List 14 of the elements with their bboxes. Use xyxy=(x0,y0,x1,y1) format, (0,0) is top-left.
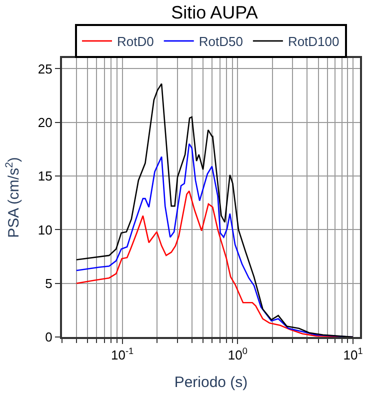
legend-label: RotD0 xyxy=(117,34,154,50)
y-tick-label: 20 xyxy=(38,114,52,130)
x-tick-label: 10$^{0}$ xyxy=(228,346,248,363)
y-tick-label: 15 xyxy=(38,168,52,184)
y-tick-label: 5 xyxy=(45,276,52,291)
chart-title: Sitio AUPA xyxy=(171,2,258,23)
legend-label: RotD100 xyxy=(288,34,340,50)
x-tick-label: 10$^{1}$ xyxy=(343,346,363,363)
x-tick-label: 10$^{-1}$ xyxy=(111,346,134,363)
y-tick-label: 10 xyxy=(38,222,52,238)
x-axis-title: Periodo (s) xyxy=(174,374,248,392)
y-tick-label: 25 xyxy=(38,61,52,76)
y-tick-label: 0 xyxy=(45,330,52,345)
legend-label: RotD50 xyxy=(198,34,243,50)
